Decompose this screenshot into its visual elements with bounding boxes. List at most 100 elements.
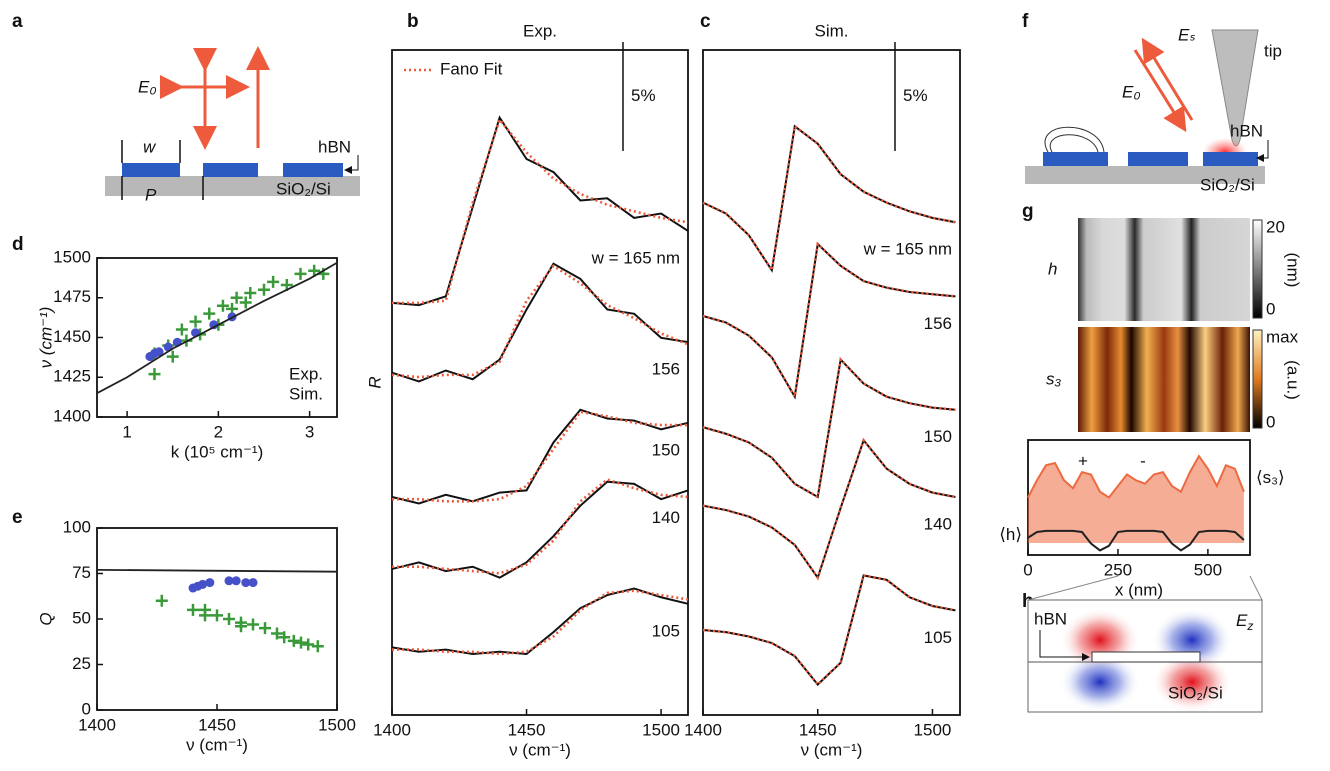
curve xyxy=(391,115,689,307)
panel-label: d xyxy=(12,234,24,255)
point xyxy=(216,299,229,312)
field-label: E₀ xyxy=(138,77,157,96)
point xyxy=(198,579,208,589)
field-lobe xyxy=(1060,652,1140,712)
layer-label: hBN xyxy=(1230,121,1263,140)
substrate-label: SiO₂/Si xyxy=(276,179,331,198)
panel-label: e xyxy=(12,507,23,528)
ribbon xyxy=(203,163,258,177)
point xyxy=(189,315,202,328)
y-tick-label: 1450 xyxy=(53,327,91,346)
x-tick-label: 1400 xyxy=(78,715,116,734)
point xyxy=(187,603,199,616)
ribbon xyxy=(283,163,343,177)
near-field-map xyxy=(1078,327,1250,432)
x-axis-label: ν (cm⁻¹) xyxy=(186,735,248,754)
y-axis-label: Q xyxy=(36,612,55,625)
y-tick-label: 100 xyxy=(63,517,91,536)
field-base: E xyxy=(1236,611,1248,630)
panel-label: f xyxy=(1022,11,1029,32)
period-label: P xyxy=(145,185,157,204)
topography-map xyxy=(1078,218,1250,321)
scattered-label: Eₛ xyxy=(1178,25,1196,44)
panel-label: c xyxy=(700,11,711,32)
point xyxy=(247,618,259,631)
point xyxy=(239,296,252,309)
curve xyxy=(702,574,956,686)
point xyxy=(166,350,179,363)
colorbar-label: 0 xyxy=(1266,412,1275,431)
panel-label: a xyxy=(12,11,23,32)
field-sub: z xyxy=(1246,619,1253,633)
incident-label: E₀ xyxy=(1122,82,1141,101)
curve xyxy=(702,241,956,401)
fit-line xyxy=(96,568,338,573)
area-shade xyxy=(1028,456,1244,543)
substrate-label: SiO₂/Si xyxy=(1168,683,1223,702)
zoom-line xyxy=(1027,575,1263,601)
point xyxy=(148,368,161,381)
ribbon xyxy=(1043,152,1108,166)
point xyxy=(294,267,307,280)
x-axis-label: x (nm) xyxy=(1115,580,1163,599)
scattered-arrow xyxy=(1141,37,1194,121)
point xyxy=(302,638,315,651)
colorbar-unit: (a.u.) xyxy=(1284,360,1303,400)
curve xyxy=(392,117,689,305)
ribbon xyxy=(122,163,180,177)
point xyxy=(259,622,271,635)
y-tick-label: 1500 xyxy=(53,247,91,266)
colorbar-label: 20 xyxy=(1266,217,1285,236)
curve xyxy=(702,437,956,581)
point xyxy=(209,320,219,330)
y-tick-label: 1475 xyxy=(53,287,91,306)
curve xyxy=(391,480,689,579)
x-tick-label: 1450 xyxy=(508,720,546,739)
x-tick-label: 1450 xyxy=(198,715,236,734)
chart-title: Sim. xyxy=(815,21,849,40)
curve-label: 140 xyxy=(652,508,680,527)
curve-label: 150 xyxy=(652,440,680,459)
point xyxy=(257,283,270,296)
x-tick-label: 250 xyxy=(1104,560,1132,579)
point xyxy=(224,576,234,586)
curve-label: w = 165 nm xyxy=(863,240,952,259)
y-tick-label: 25 xyxy=(72,654,91,673)
y-tick-label: 50 xyxy=(72,608,91,627)
annotation: + xyxy=(1078,451,1088,470)
x-tick-label: 1500 xyxy=(318,715,356,734)
fit-line xyxy=(96,261,338,394)
point xyxy=(223,613,235,625)
x-tick-label: 1450 xyxy=(799,720,837,739)
panel-h: h hBN Ez SiO₂/Si xyxy=(1022,575,1263,713)
point xyxy=(203,307,216,320)
x-tick-label: 1 xyxy=(122,422,131,441)
chart-title: Exp. xyxy=(523,21,557,40)
curve xyxy=(1027,454,1245,499)
point xyxy=(248,578,258,588)
point xyxy=(308,264,321,277)
point xyxy=(205,578,215,588)
curve xyxy=(392,589,689,656)
point xyxy=(241,578,251,588)
x-axis-label: k (10⁵ cm⁻¹) xyxy=(171,442,264,461)
panel-label: b xyxy=(407,11,419,32)
pointer xyxy=(344,155,359,174)
colorbar-label: 0 xyxy=(1266,299,1275,318)
y-axis-label: R xyxy=(365,376,384,388)
x-tick-label: 1500 xyxy=(914,720,952,739)
series-label: ⟨h⟩ xyxy=(999,525,1022,544)
pointer xyxy=(1256,140,1269,162)
bracket xyxy=(121,140,204,200)
point xyxy=(235,620,247,633)
curve-label: 140 xyxy=(924,514,952,533)
pointer xyxy=(1039,630,1090,661)
scale-bar-label: 5% xyxy=(631,86,656,105)
tip-label: tip xyxy=(1264,41,1282,60)
curve xyxy=(392,410,688,503)
curve-label: 105 xyxy=(652,621,680,640)
curve xyxy=(702,438,956,580)
panel-f: f Eₛ E₀ tip hBN SiO₂/Si xyxy=(1022,11,1282,194)
point xyxy=(244,286,257,299)
